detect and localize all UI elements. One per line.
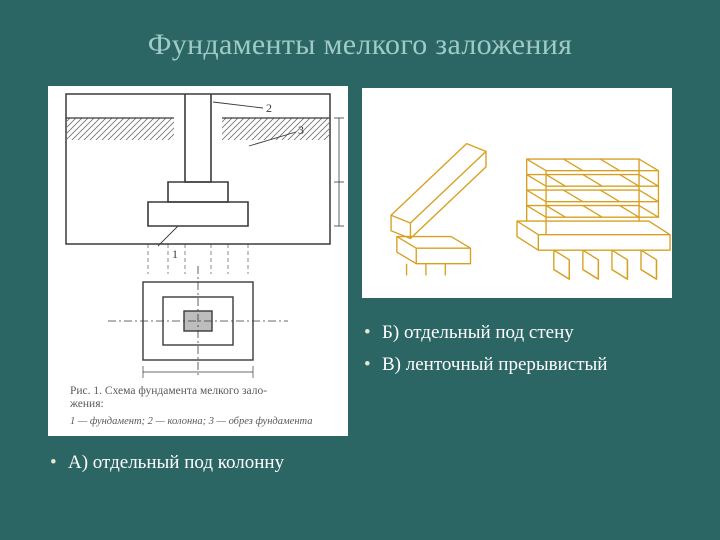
content-columns: 2 3 1	[48, 86, 672, 482]
caption-line-1: Рис. 1. Схема фундамента мелкого зало-	[70, 385, 267, 397]
figure-b	[362, 88, 672, 298]
bullet-c: В) ленточный прерывистый	[362, 352, 672, 378]
label-1: 1	[172, 247, 178, 261]
right-bullets: Б) отдельный под стену В) ленточный прер…	[362, 320, 672, 377]
label-3: 3	[298, 123, 304, 137]
left-bullets: А) отдельный под колонну	[48, 450, 348, 476]
bullet-a: А) отдельный под колонну	[48, 450, 348, 476]
figure-a: 2 3 1	[48, 86, 348, 436]
left-column: 2 3 1	[48, 86, 348, 482]
right-column: Б) отдельный под стену В) ленточный прер…	[362, 86, 672, 482]
slide-title: Фундаменты мелкого заложения	[48, 28, 672, 62]
figure-b-bg	[362, 91, 672, 294]
caption-line-2: жения:	[69, 398, 104, 410]
label-2: 2	[266, 101, 272, 115]
slide: Фундаменты мелкого заложения	[0, 0, 720, 540]
caption-legend: 1 — фундамент; 2 — колонна; 3 — обрез фу…	[70, 416, 313, 427]
bullet-b: Б) отдельный под стену	[362, 320, 672, 346]
